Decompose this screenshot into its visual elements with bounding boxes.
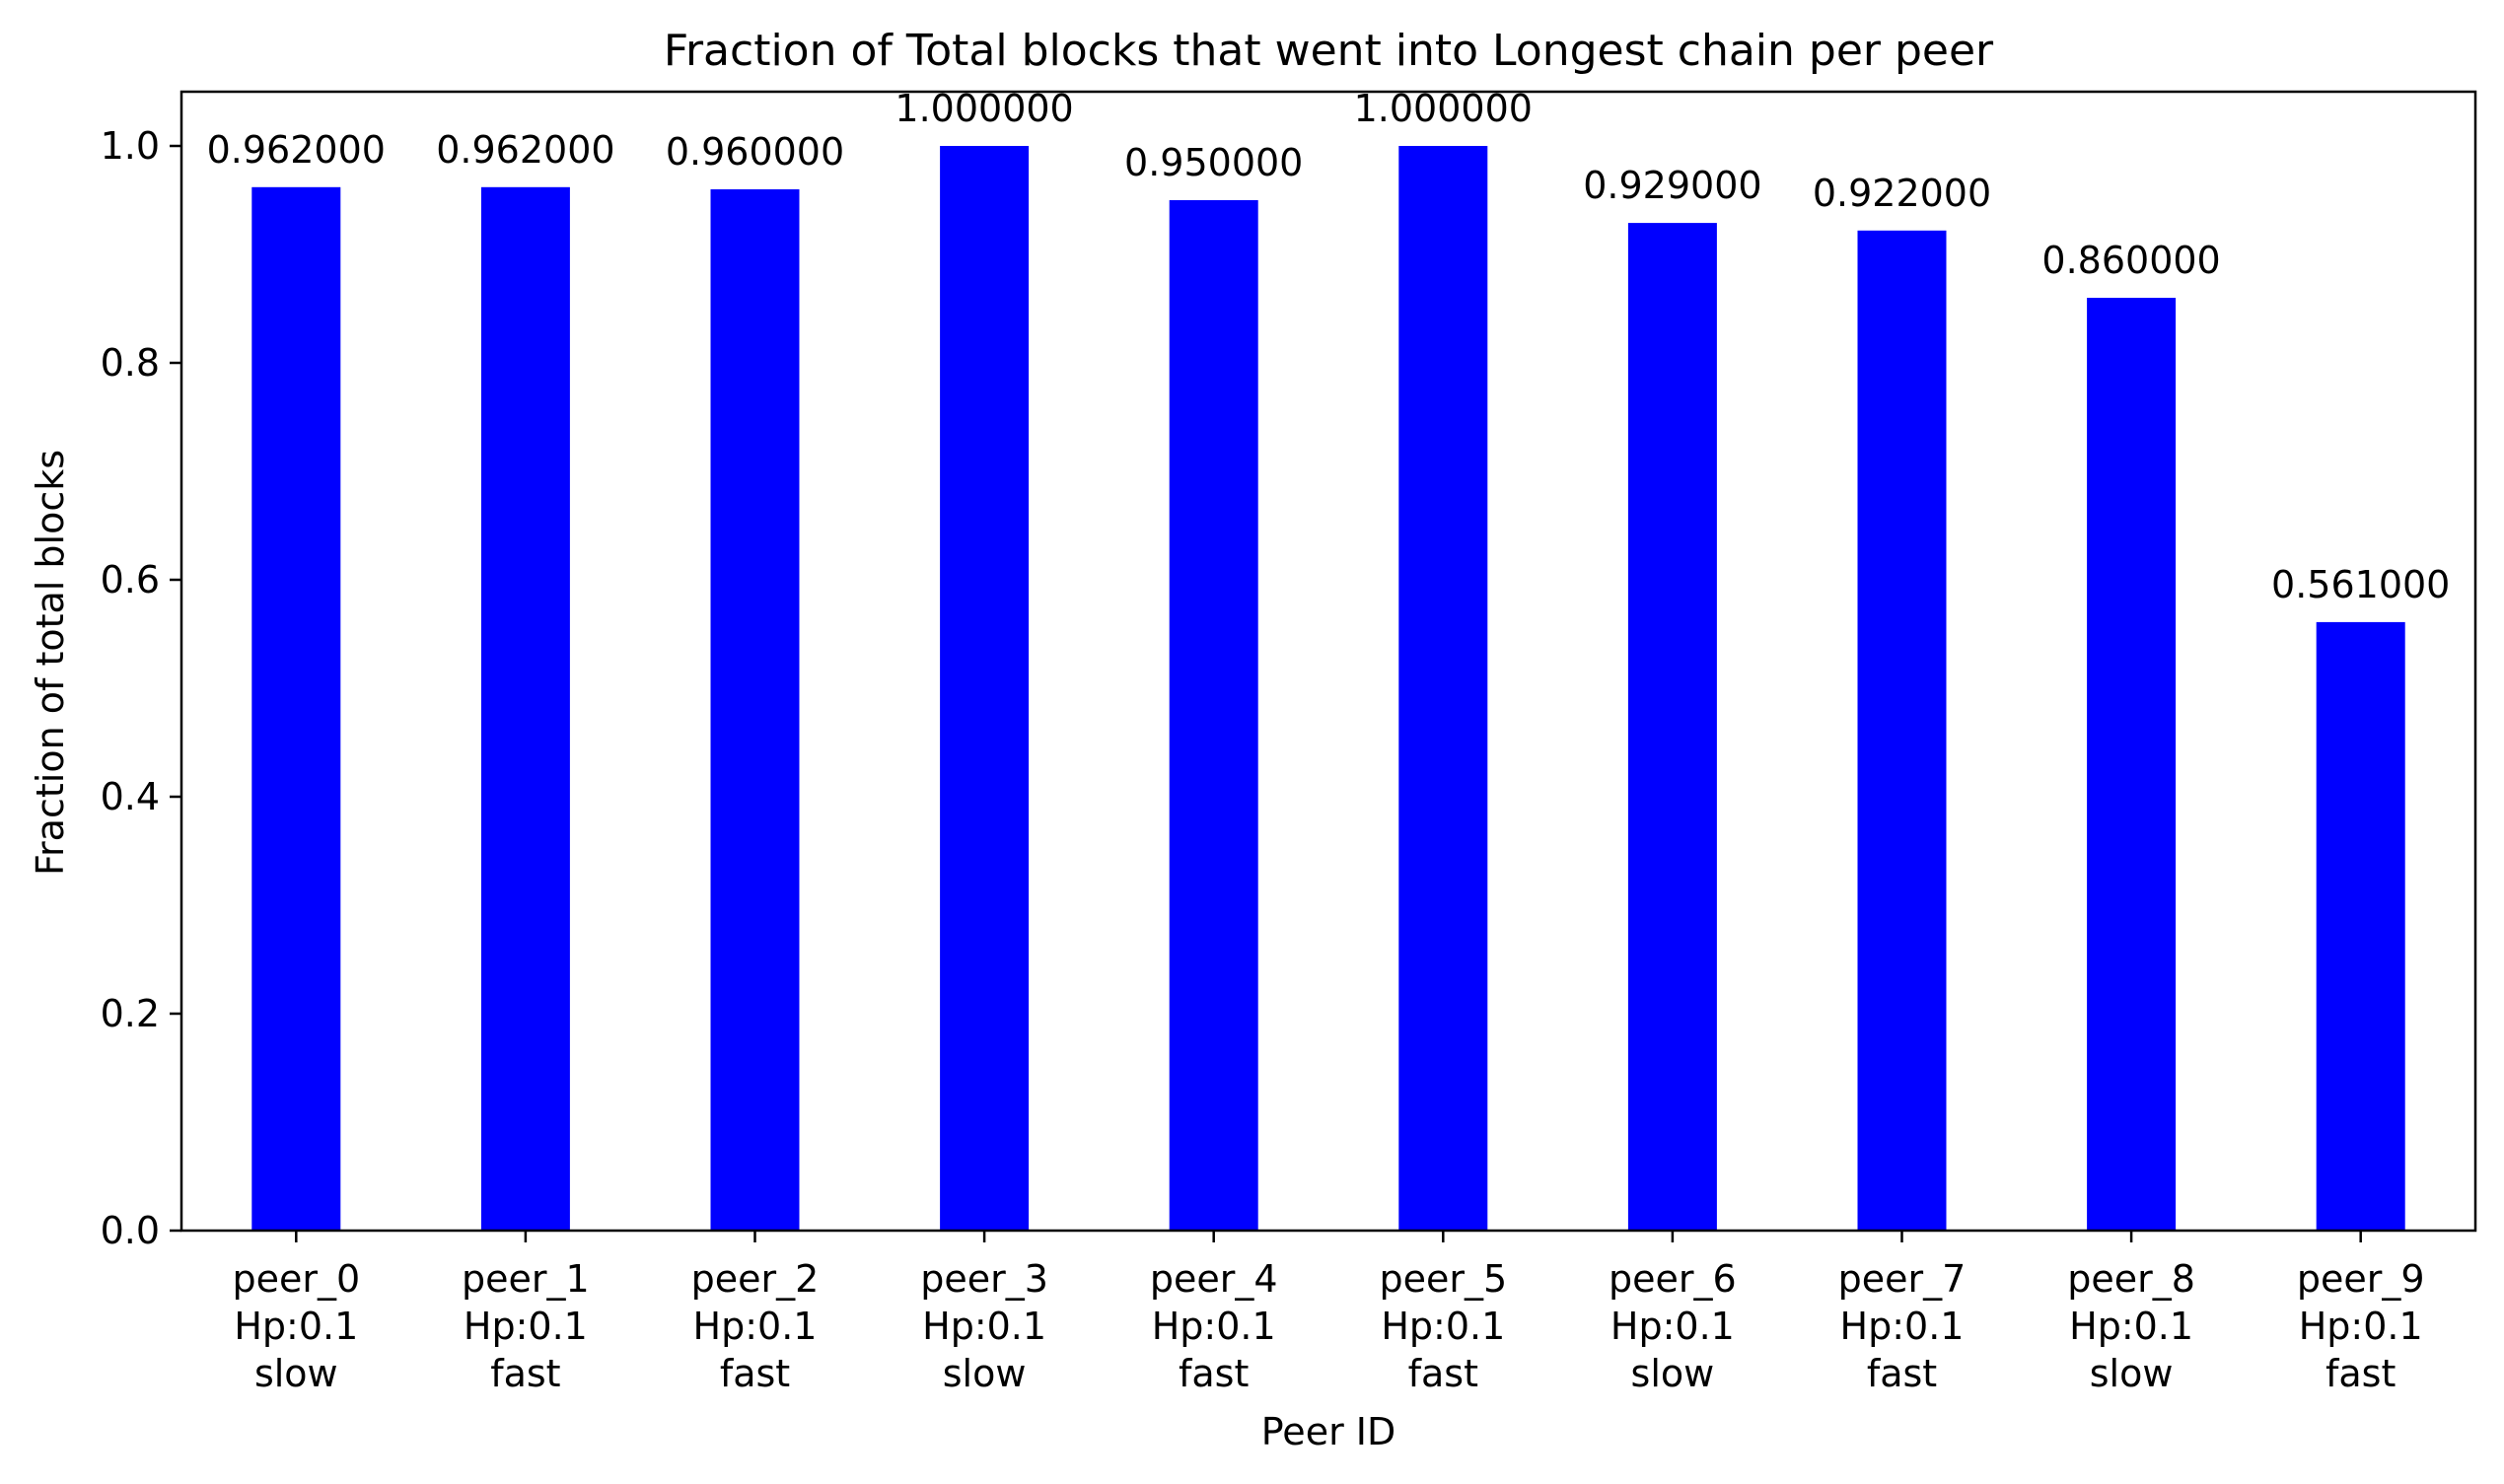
bar-0 [251, 186, 341, 1231]
x-tick-label-6: peer_6 Hp:0.1 slow [1609, 1257, 1737, 1395]
data-label-5: 1.000000 [1354, 87, 1533, 130]
data-label-6: 0.929000 [1583, 164, 1761, 207]
x-tick-label-4: peer_4 Hp:0.1 fast [1150, 1257, 1278, 1395]
y-tick-label-4: 0.8 [101, 341, 160, 385]
bar-8 [2087, 298, 2177, 1231]
y-tick-label-5: 1.0 [101, 124, 160, 168]
data-label-3: 1.000000 [894, 87, 1073, 130]
data-label-0: 0.962000 [207, 128, 386, 172]
data-label-7: 0.922000 [1813, 172, 1991, 215]
y-tick-label-0: 0.0 [101, 1209, 160, 1252]
x-tick-label-0: peer_0 Hp:0.1 slow [232, 1257, 360, 1395]
y-axis: 0.0 0.2 0.4 0.6 0.8 1.0 [101, 124, 181, 1252]
x-tick-label-2: peer_2 Hp:0.1 fast [691, 1257, 820, 1395]
chart-title: Fraction of Total blocks that went into … [664, 26, 1994, 76]
bar-4 [1169, 200, 1258, 1231]
y-tick-label-1: 0.2 [101, 992, 160, 1035]
y-axis-label: Fraction of total blocks [29, 450, 72, 876]
data-label-2: 0.960000 [666, 130, 844, 174]
bar-1 [480, 186, 570, 1231]
plot-frame [179, 90, 2477, 1233]
x-tick-label-7: peer_7 Hp:0.1 fast [1838, 1257, 1967, 1395]
bars-group [251, 146, 2405, 1232]
data-labels-group: 0.962000 0.962000 0.960000 1.000000 0.950000… [207, 87, 2451, 606]
bar-2 [710, 189, 800, 1231]
bar-3 [940, 146, 1030, 1231]
x-tick-label-3: peer_3 Hp:0.1 slow [920, 1257, 1048, 1395]
bar-5 [1398, 146, 1488, 1231]
x-tick-label-8: peer_8 Hp:0.1 slow [2067, 1257, 2195, 1395]
y-tick-label-3: 0.6 [101, 558, 160, 601]
bar-7 [1857, 230, 1947, 1232]
data-label-8: 0.860000 [2041, 239, 2220, 282]
data-label-9: 0.561000 [2271, 563, 2450, 606]
x-axis: peer_0 Hp:0.1 slow peer_1 Hp:0.1 fast peer_2 Hp… [232, 1231, 2425, 1395]
x-tick-label-5: peer_5 Hp:0.1 fast [1379, 1257, 1507, 1395]
y-tick-label-2: 0.4 [101, 775, 160, 818]
x-tick-label-1: peer_1 Hp:0.1 fast [462, 1257, 590, 1395]
data-label-4: 0.950000 [1124, 141, 1303, 184]
bar-6 [1627, 223, 1717, 1232]
data-label-1: 0.962000 [436, 128, 614, 172]
x-tick-label-9: peer_9 Hp:0.1 fast [2297, 1257, 2425, 1395]
bar-9 [2316, 621, 2405, 1231]
x-axis-label: Peer ID [1261, 1410, 1396, 1453]
